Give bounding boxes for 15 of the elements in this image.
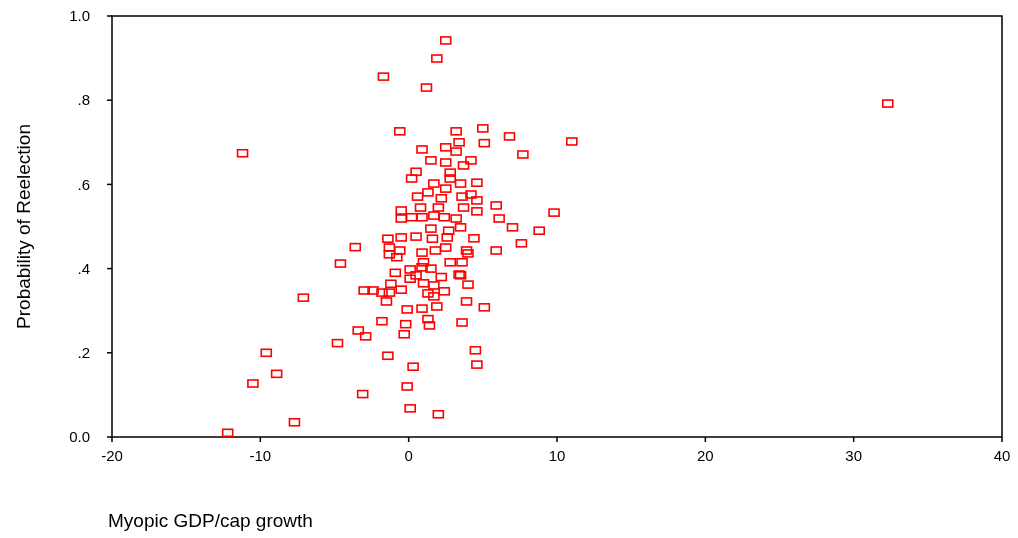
x-tick-label: -10 xyxy=(249,447,272,464)
x-tick-label: -20 xyxy=(101,447,123,464)
x-tick-label: 10 xyxy=(548,447,566,464)
x-axis-title: Myopic GDP/cap growth xyxy=(108,510,313,531)
y-tick-label: .8 xyxy=(77,91,90,109)
y-tick-label: .4 xyxy=(77,259,90,277)
y-tick-label: 1.0 xyxy=(69,7,90,25)
x-tick-label: 30 xyxy=(845,447,863,464)
y-tick-label: 0.0 xyxy=(69,428,90,446)
y-tick-label: .2 xyxy=(77,344,90,362)
x-tick-label: 0 xyxy=(404,447,413,464)
x-tick-label: 20 xyxy=(696,447,714,464)
x-tick-label: 40 xyxy=(993,447,1011,464)
y-axis-title: Probability of Reelection xyxy=(13,124,34,329)
y-tick-label: .6 xyxy=(77,175,90,193)
